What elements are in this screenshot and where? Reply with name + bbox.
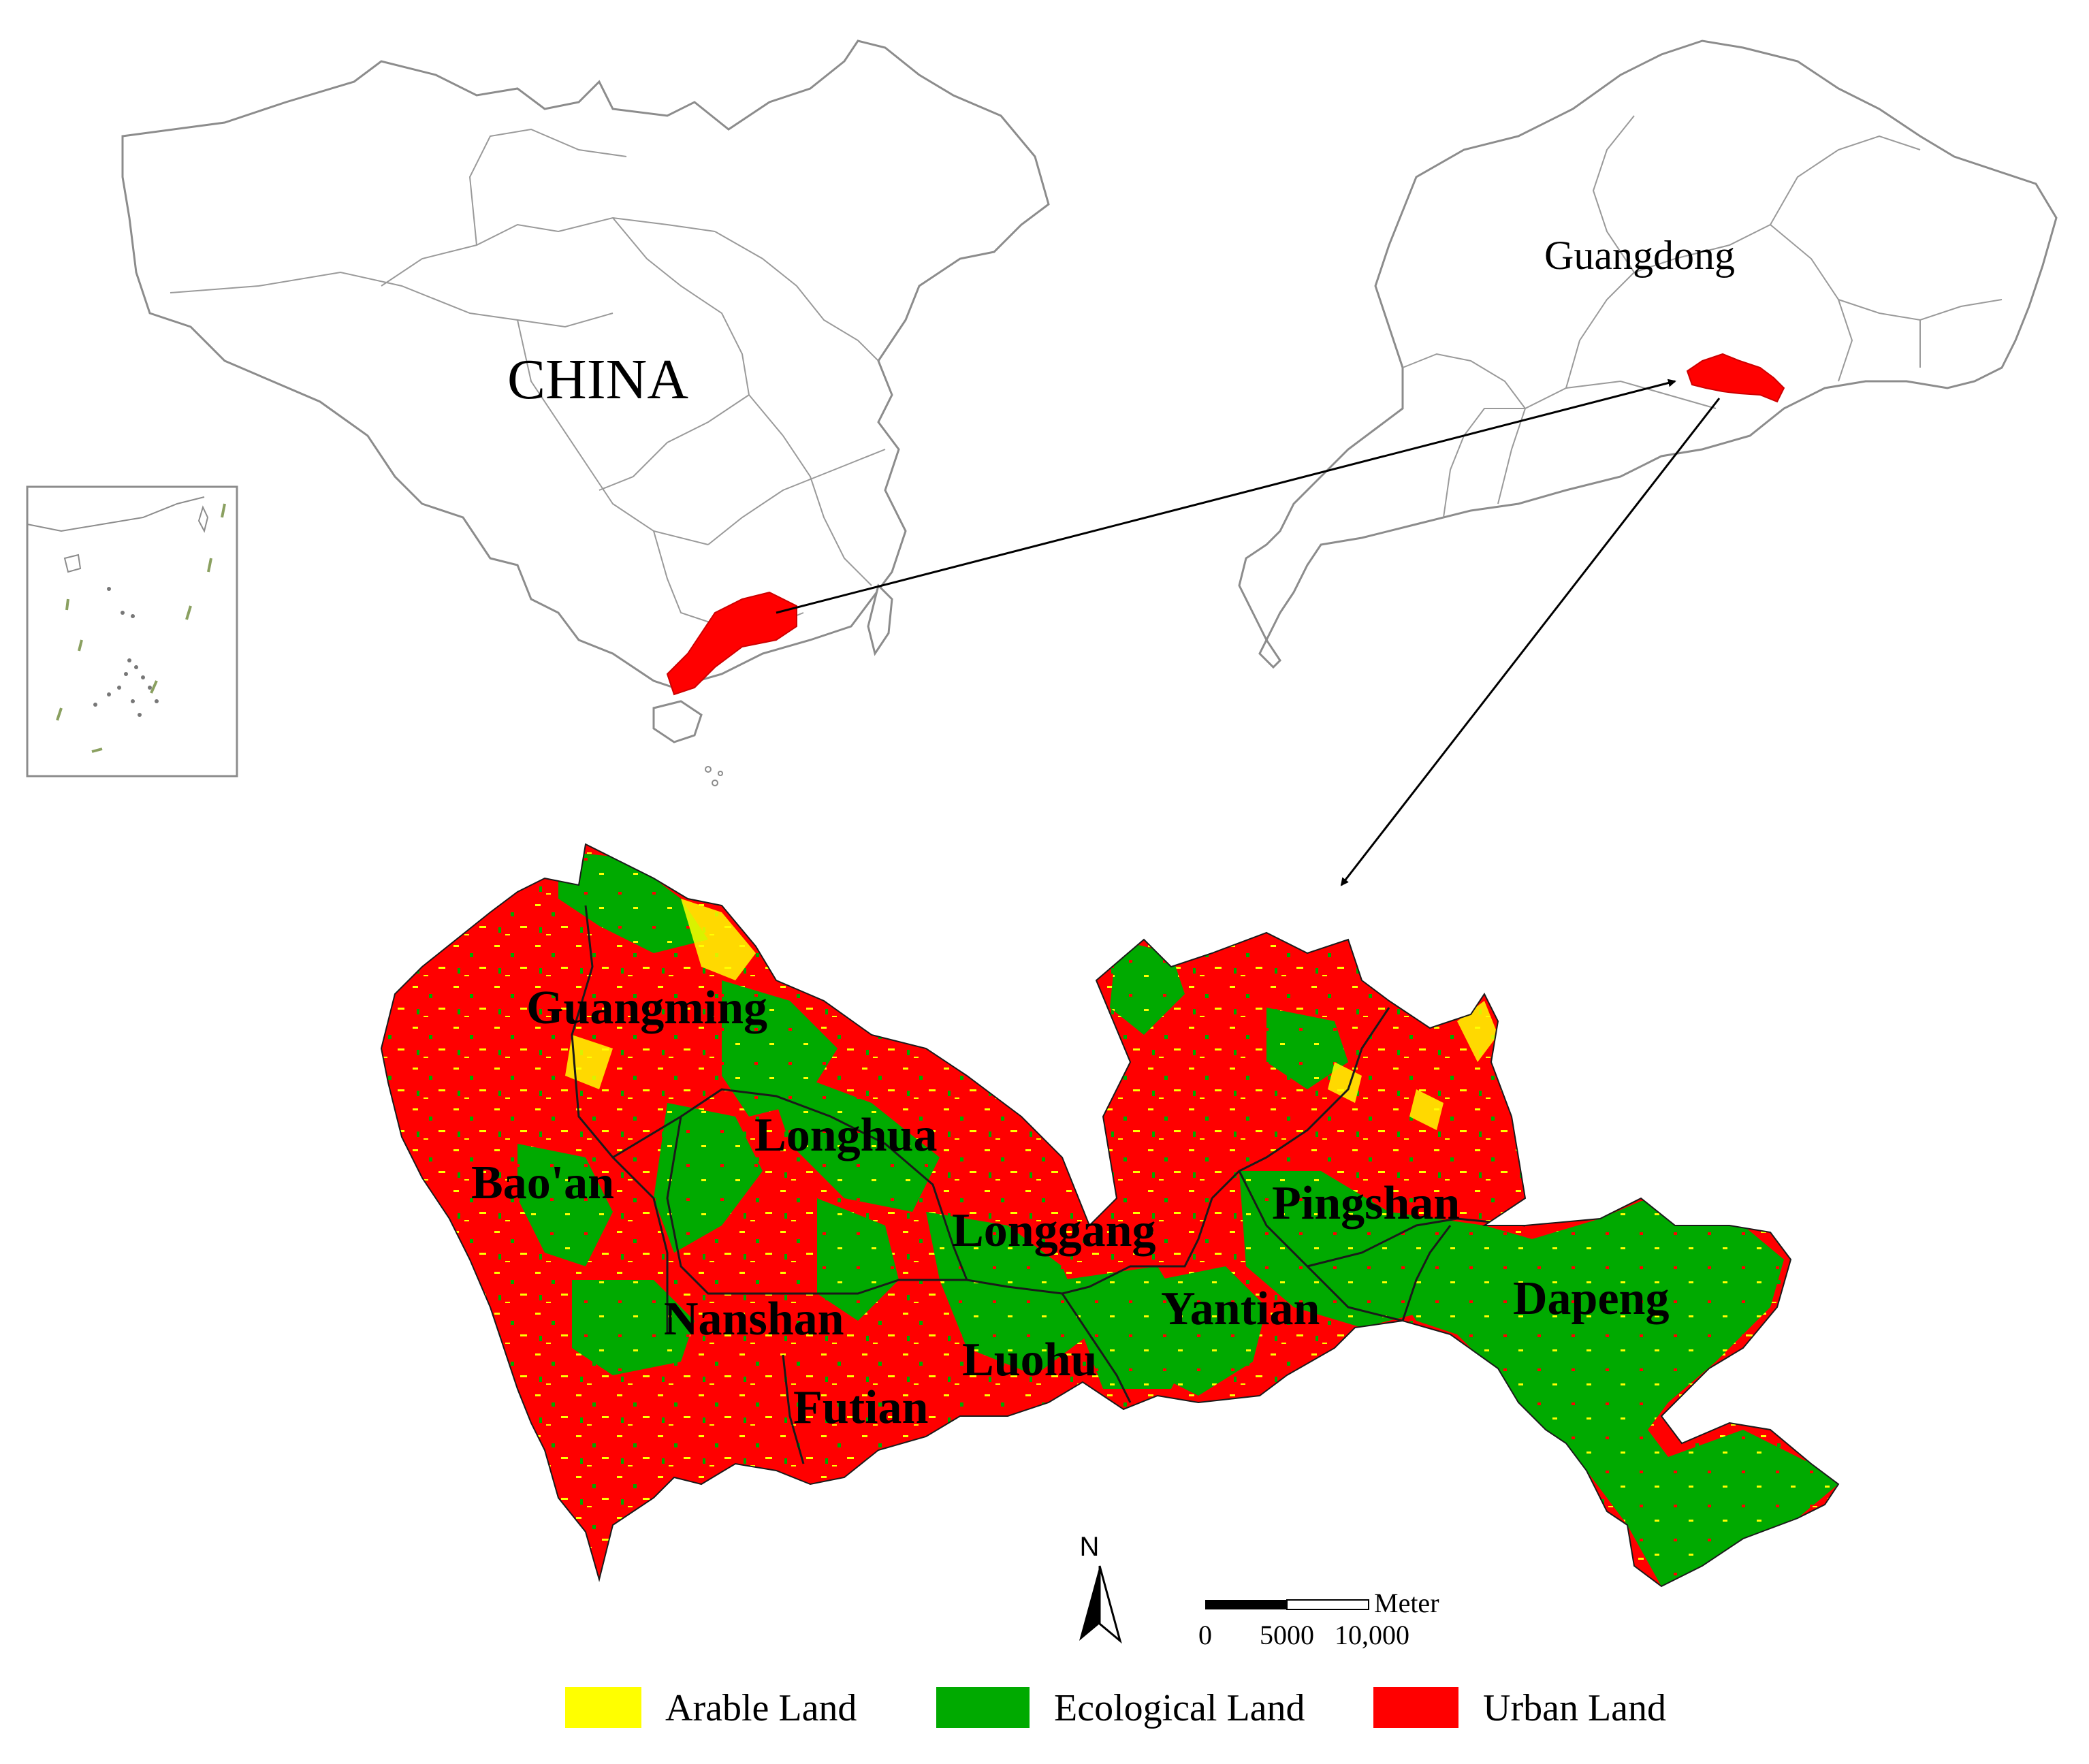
- district-label-guangming: Guangming: [526, 982, 767, 1034]
- south-china-sea-inset: [26, 485, 238, 777]
- district-label-pingshan: Pingshan: [1272, 1177, 1460, 1230]
- district-label-longgang: Longgang: [952, 1204, 1156, 1257]
- scale-bar-unit: Meter: [1374, 1588, 1439, 1618]
- legend-swatch-ecological: [936, 1687, 1030, 1728]
- district-label-futian: Futian: [793, 1381, 928, 1434]
- north-arrow-label: N: [1080, 1532, 1100, 1562]
- legend-swatch-urban: [1373, 1687, 1458, 1728]
- legend-swatch-arable: [565, 1687, 641, 1728]
- guangdong-map: [1238, 39, 2058, 669]
- district-label-baoan: Bao'an: [471, 1157, 614, 1209]
- legend-label-urban: Urban Land: [1483, 1687, 1666, 1729]
- scale-bar-tick-1: 5000: [1260, 1620, 1314, 1650]
- legend: Arable Land Ecological Land Urban Land: [565, 1687, 1666, 1729]
- arrow-guangdong-to-shenzhen: [1340, 398, 1721, 886]
- shenzhen-highlight: [1686, 353, 1785, 403]
- scale-bar-tick-0: 0: [1198, 1620, 1212, 1650]
- scale-bar-tick-2: 10,000: [1335, 1620, 1409, 1650]
- district-label-longhua: Longhua: [754, 1109, 937, 1161]
- guangdong-highlight: [666, 591, 797, 696]
- north-arrow: N: [1079, 1532, 1122, 1644]
- scale-bar: Meter 0 5000 10,000: [1198, 1588, 1439, 1650]
- district-label-nanshan: Nanshan: [664, 1293, 844, 1345]
- arrow-china-to-guangdong: [776, 379, 1676, 614]
- north-arrow-icon: [1079, 1566, 1100, 1641]
- china-label: CHINA: [507, 348, 688, 411]
- district-label-yantian: Yantian: [1161, 1283, 1320, 1335]
- legend-label-arable: Arable Land: [665, 1687, 857, 1729]
- legend-label-ecological: Ecological Land: [1054, 1687, 1305, 1729]
- shenzhen-landuse-map: [381, 844, 1839, 1587]
- china-map: [121, 39, 1050, 786]
- guangdong-label: Guangdong: [1544, 233, 1735, 278]
- district-label-luohu: Luohu: [962, 1334, 1097, 1386]
- district-label-dapeng: Dapeng: [1513, 1272, 1669, 1325]
